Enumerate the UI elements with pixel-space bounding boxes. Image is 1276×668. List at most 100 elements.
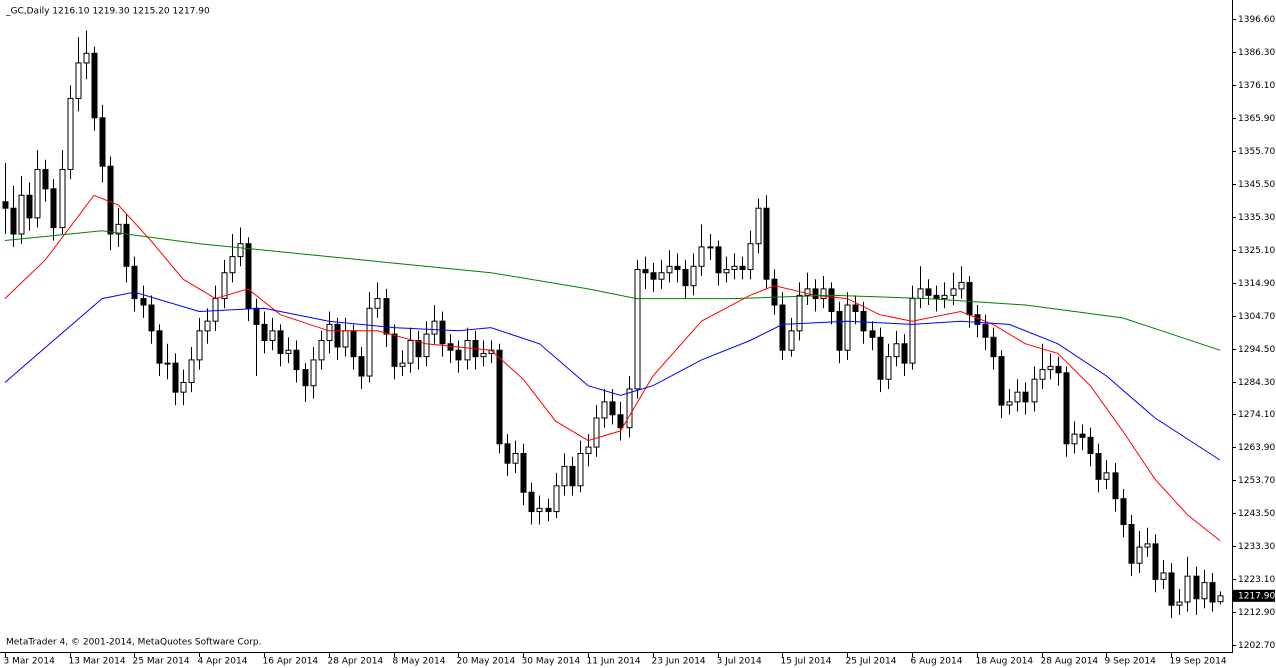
candle-body [642,269,649,274]
candle-body [1152,543,1159,580]
candle-body [901,343,908,364]
candle-body [131,265,138,300]
candle-body [196,330,203,361]
candle-body [723,269,730,274]
y-tick-label: 1263.90 [1238,443,1275,453]
candle-body [1103,472,1110,480]
candle-body [788,330,795,351]
candle-body [2,201,9,209]
candle-body [917,288,924,300]
candle-body [1079,433,1086,438]
candle-body [933,294,940,300]
candle-body [609,401,616,416]
candle-body [253,307,260,325]
candle-body [617,414,624,429]
x-tick-label: 23 Jun 2014 [652,657,706,667]
candle-body [342,330,349,348]
y-tick-label: 1284.30 [1238,378,1275,388]
candle-body [869,330,876,338]
candle-body [496,349,503,445]
moving-average-line [4,194,1221,541]
x-tick-label: 16 Apr 2014 [263,657,319,667]
candle-body [1176,601,1183,606]
candle-body [1063,372,1070,445]
x-tick-label: 19 Sep 2014 [1170,657,1227,667]
candle-body [674,265,681,271]
candle-body [83,52,90,64]
candle-body [455,349,462,361]
chart-title: _GC,Daily 1216.10 1219.30 1215.20 1217.9… [5,7,210,17]
candle-body [212,298,219,322]
y-tick-label: 1376.10 [1238,81,1275,91]
y-tick-label: 1243.50 [1238,509,1275,519]
x-tick-label: 13 Mar 2014 [69,657,126,667]
candle-body [59,168,66,229]
x-tick-label: 28 Aug 2014 [1041,657,1099,667]
candle-body [391,333,398,367]
candle-body [269,330,276,342]
y-tick-label: 1274.10 [1238,410,1275,420]
candle-body [804,288,811,296]
candle-body [658,272,665,280]
candle-body [366,307,373,377]
x-tick-label: 25 Jul 2014 [846,657,897,667]
candle-body [536,507,543,513]
y-tick-label: 1345.50 [1238,180,1275,190]
candle-body [520,452,527,493]
candle-body [285,349,292,354]
candle-body [148,304,155,332]
candle-body [358,356,365,377]
candle-body [982,323,989,338]
candle-body [302,369,309,387]
candle-body [715,246,722,274]
candle-body [188,359,195,383]
candle-body [480,352,487,358]
price-marker [1233,589,1275,602]
candle-body [966,281,973,316]
candle-body [731,265,738,271]
candle-body [229,256,236,274]
candle-body [779,304,786,351]
candle-body [318,340,325,361]
candle-body [431,320,438,335]
candle-body [950,288,957,296]
candle-body [1217,595,1224,603]
candle-body [577,452,584,487]
candle-body [828,288,835,312]
candle-body [666,265,673,274]
candle-body [374,298,381,309]
candle-body [1144,543,1151,548]
candle-body [812,288,819,300]
candle-body [860,310,867,332]
candle-body [545,507,552,513]
x-tick-label: 3 Mar 2014 [4,657,56,667]
candle-body [447,343,454,351]
moving-average-line [4,230,1221,351]
candle-body [626,388,633,429]
candle-body [42,168,49,190]
candle-body [237,243,244,258]
candle-body [690,265,697,287]
candle-body [75,62,82,99]
x-tick-label: 18 Aug 2014 [976,657,1034,667]
candle-body [1014,391,1021,403]
candle-body [958,281,965,290]
candle-body [796,294,803,332]
y-tick-label: 1325.10 [1238,246,1275,256]
candle-body [1112,472,1119,500]
candle-body [1039,369,1046,380]
y-tick-label: 1335.30 [1238,213,1275,223]
candle-body [245,243,252,309]
candle-body [107,165,114,235]
candle-body [350,330,357,358]
candle-body [115,223,122,235]
candle-body [1095,452,1102,480]
candle-body [528,491,535,513]
candle-body [1184,575,1191,603]
candle-body [941,294,948,300]
candle-body [836,310,843,351]
candle-body [990,336,997,358]
candle-body [123,223,130,267]
y-tick-label: 1294.50 [1238,345,1275,355]
candle-body [156,330,163,364]
